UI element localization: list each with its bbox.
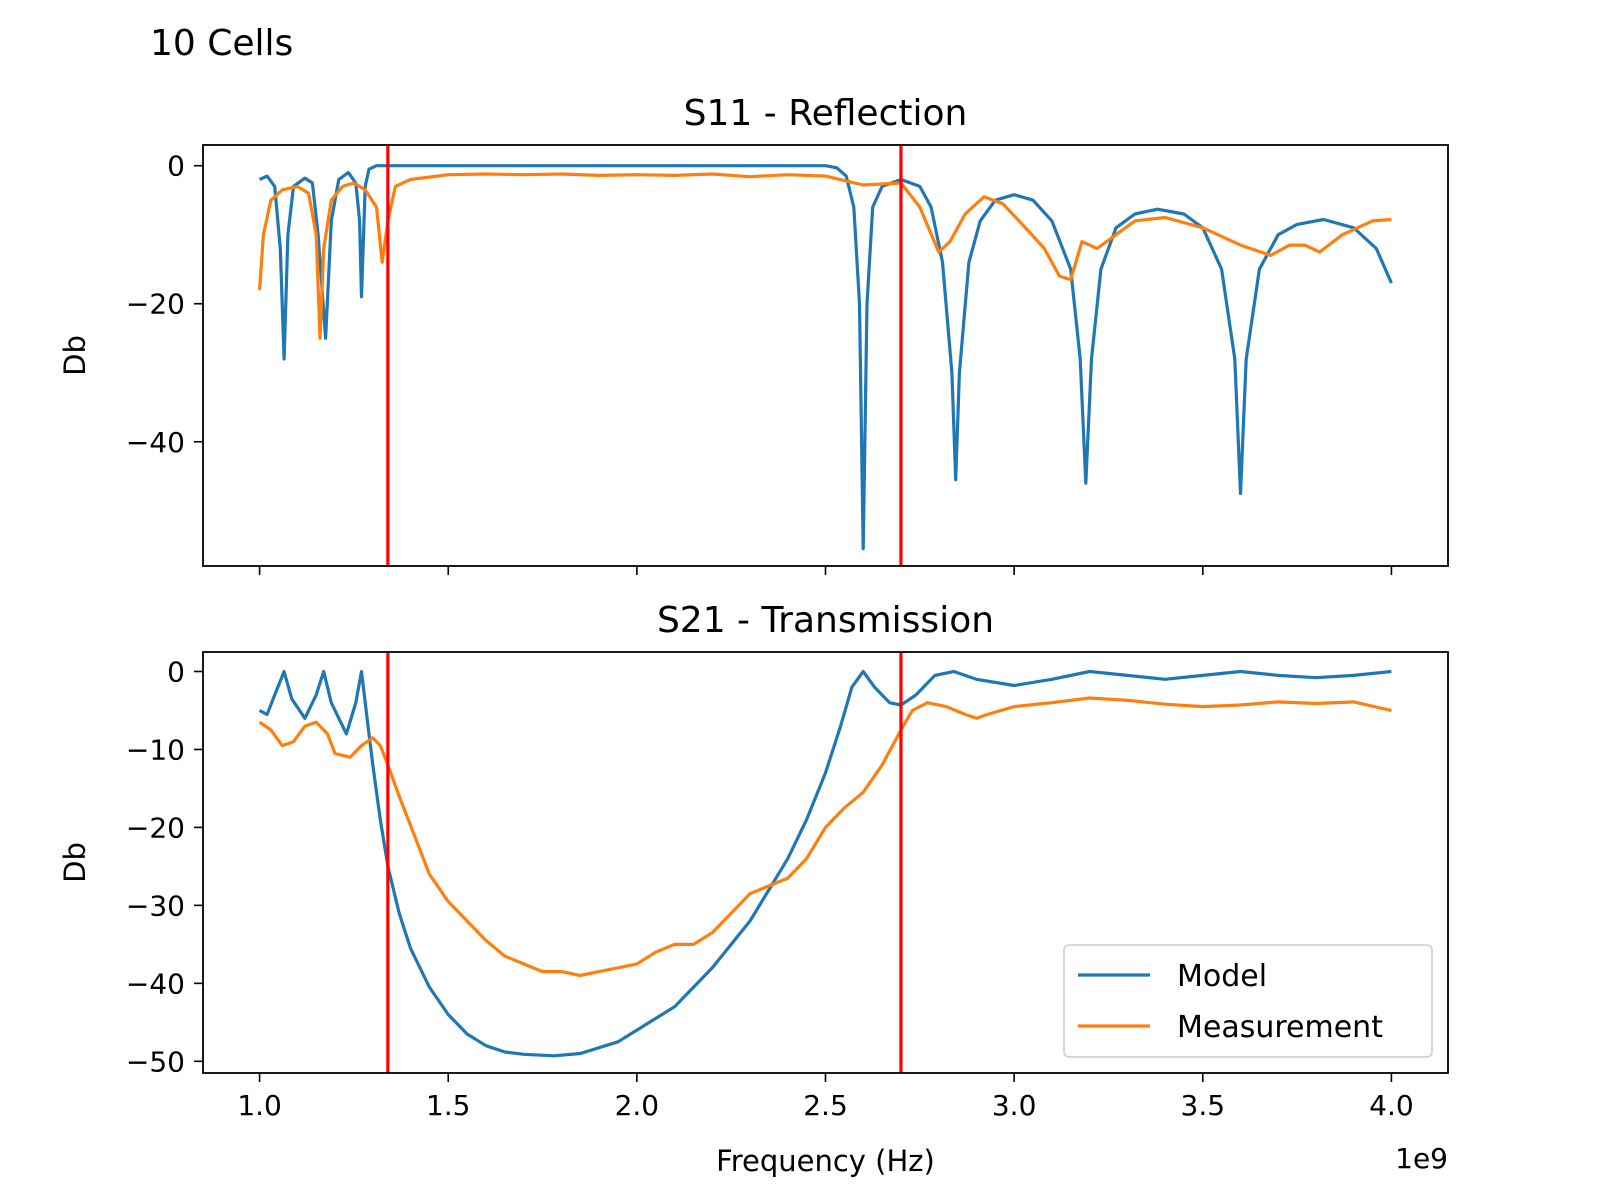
y-tick-label: −40 (126, 967, 185, 1000)
legend-box (1063, 944, 1433, 1058)
measurement-legend-label: Measurement (1177, 1010, 1383, 1045)
plot-lines (258, 145, 1393, 566)
legend: Model Measurement (1063, 944, 1433, 1058)
measurement-series-line (258, 696, 1392, 978)
x-tick-label: 2.0 (615, 1089, 660, 1122)
y-tick-label: 0 (167, 655, 185, 688)
x-axis-label: Frequency (Hz) (716, 1144, 935, 1178)
y-tick-label: −50 (126, 1045, 185, 1078)
plot-frame (202, 651, 1449, 1074)
y-tick-label: −20 (126, 288, 185, 321)
x-tick-label: 2.5 (803, 1089, 848, 1122)
measurement-series-line (258, 172, 1392, 340)
model-legend-label: Model (1177, 959, 1267, 994)
s11-reflection-plot: S11 - Reflection Db 0 −20 −40 (58, 93, 1449, 575)
x-tick-label: 3.5 (1181, 1089, 1226, 1122)
plot-title: S21 - Transmission (657, 600, 994, 641)
model-series-line (258, 669, 1392, 1058)
plot-title: S11 - Reflection (684, 93, 968, 134)
y-tick-label: −10 (126, 733, 185, 766)
x-axis-offset-label: 1e9 (1395, 1142, 1448, 1175)
x-tick-label: 3.0 (992, 1089, 1037, 1122)
y-tick-label: 0 (167, 150, 185, 183)
model-series-line (258, 164, 1393, 551)
s21-transmission-plot: S21 - Transmission Db Frequency (Hz) 1e9 1.0… (58, 600, 1449, 1178)
y-tick-label: −30 (126, 889, 185, 922)
x-tick-label: 4.0 (1369, 1089, 1414, 1122)
plot-frame (202, 144, 1449, 567)
x-tick-label: 1.0 (237, 1089, 282, 1122)
y-tick-label: −40 (126, 426, 185, 459)
y-axis-label: Db (58, 842, 92, 883)
x-tick-label: 1.5 (426, 1089, 471, 1122)
figure-title: 10 Cells (150, 23, 293, 64)
plot-lines (258, 652, 1392, 1073)
y-axis-label: Db (58, 335, 92, 376)
y-tick-label: −20 (126, 811, 185, 844)
